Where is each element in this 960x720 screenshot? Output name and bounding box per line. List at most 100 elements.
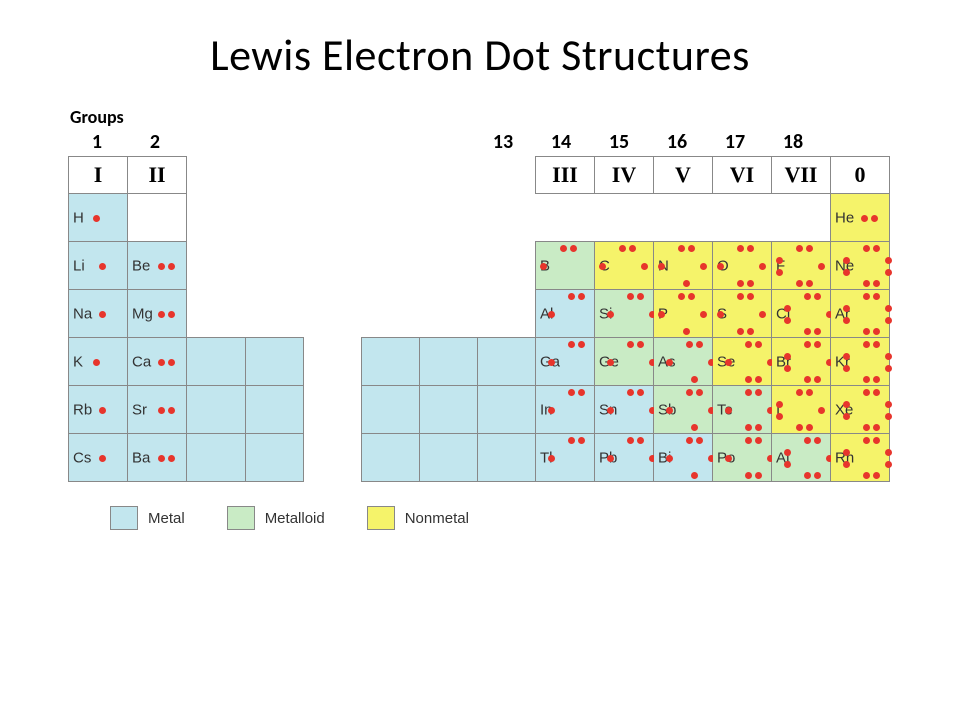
electron-dots — [831, 338, 889, 385]
electron-dots — [713, 434, 771, 481]
electron-dots — [772, 290, 830, 337]
filler-cell — [477, 338, 536, 386]
electron-dots — [128, 338, 186, 385]
group-number: 1 — [68, 130, 126, 154]
element-ba: Ba — [128, 434, 187, 482]
filler-cell — [245, 338, 303, 386]
electron-dots — [69, 338, 127, 385]
group-number: 15 — [590, 130, 648, 154]
electron-dots — [69, 386, 127, 433]
legend-label: Metalloid — [265, 510, 325, 527]
empty-cell — [128, 194, 187, 242]
electron-dots — [128, 434, 186, 481]
element-f: F — [772, 242, 831, 290]
filler-cell — [477, 386, 536, 434]
element-ar: Ar — [831, 290, 890, 338]
element-i: I — [772, 386, 831, 434]
legend-swatch — [110, 506, 138, 530]
element-br: Br — [772, 338, 831, 386]
element-n: N — [654, 242, 713, 290]
element-p: P — [654, 290, 713, 338]
electron-dots — [831, 434, 889, 481]
element-si: Si — [595, 290, 654, 338]
legend-item-metal: Metal — [110, 506, 185, 530]
legend: MetalMetalloidNonmetal — [110, 506, 920, 530]
groups-label: Groups — [70, 106, 920, 128]
roman-header: VII — [772, 157, 831, 194]
electron-dots — [595, 242, 653, 289]
electron-dots — [831, 290, 889, 337]
electron-dots — [595, 386, 653, 433]
electron-dots — [536, 242, 594, 289]
electron-dots — [69, 194, 127, 241]
filler-cell — [419, 386, 477, 434]
element-na: Na — [69, 290, 128, 338]
legend-item-metalloid: Metalloid — [227, 506, 325, 530]
roman-header: VI — [713, 157, 772, 194]
electron-dots — [128, 290, 186, 337]
element-mg: Mg — [128, 290, 187, 338]
element-sr: Sr — [128, 386, 187, 434]
group-number: 14 — [532, 130, 590, 154]
group-number: 2 — [126, 130, 184, 154]
element-o: O — [713, 242, 772, 290]
element-cl: Cl — [772, 290, 831, 338]
element-b: B — [536, 242, 595, 290]
element-in: In — [536, 386, 595, 434]
element-rn: Rn — [831, 434, 890, 482]
roman-header: 0 — [831, 157, 890, 194]
element-se: Se — [713, 338, 772, 386]
element-k: K — [69, 338, 128, 386]
element-s: S — [713, 290, 772, 338]
electron-dots — [654, 338, 712, 385]
electron-dots — [69, 434, 127, 481]
element-sn: Sn — [595, 386, 654, 434]
group-number-row: 1 2 13 14 15 16 17 18 — [68, 130, 920, 154]
roman-header: V — [654, 157, 713, 194]
filler-cell — [245, 386, 303, 434]
group-number: 18 — [764, 130, 822, 154]
electron-dots — [831, 194, 889, 241]
roman-header: I — [69, 157, 128, 194]
element-ga: Ga — [536, 338, 595, 386]
legend-swatch — [367, 506, 395, 530]
electron-dots — [536, 386, 594, 433]
element-ca: Ca — [128, 338, 187, 386]
filler-cell — [361, 338, 419, 386]
element-at: At — [772, 434, 831, 482]
element-al: Al — [536, 290, 595, 338]
electron-dots — [69, 242, 127, 289]
electron-dots — [772, 386, 830, 433]
filler-cell — [419, 434, 477, 482]
element-be: Be — [128, 242, 187, 290]
legend-swatch — [227, 506, 255, 530]
electron-dots — [713, 338, 771, 385]
element-li: Li — [69, 242, 128, 290]
element-h: H — [69, 194, 128, 242]
electron-dots — [595, 434, 653, 481]
electron-dots — [713, 386, 771, 433]
filler-cell — [187, 386, 246, 434]
group-number: 13 — [474, 130, 532, 154]
electron-dots — [128, 242, 186, 289]
electron-dots — [831, 386, 889, 433]
filler-cell — [419, 338, 477, 386]
roman-header: II — [128, 157, 187, 194]
group-number: 16 — [648, 130, 706, 154]
electron-dots — [772, 434, 830, 481]
page-title: Lewis Electron Dot Structures — [40, 28, 920, 82]
filler-cell — [361, 434, 419, 482]
electron-dots — [536, 434, 594, 481]
element-tl: Tl — [536, 434, 595, 482]
filler-cell — [361, 386, 419, 434]
electron-dots — [595, 290, 653, 337]
element-c: C — [595, 242, 654, 290]
electron-dots — [128, 386, 186, 433]
element-pb: Pb — [595, 434, 654, 482]
electron-dots — [772, 242, 830, 289]
element-xe: Xe — [831, 386, 890, 434]
element-bi: Bi — [654, 434, 713, 482]
electron-dots — [772, 338, 830, 385]
electron-dots — [536, 290, 594, 337]
element-sb: Sb — [654, 386, 713, 434]
